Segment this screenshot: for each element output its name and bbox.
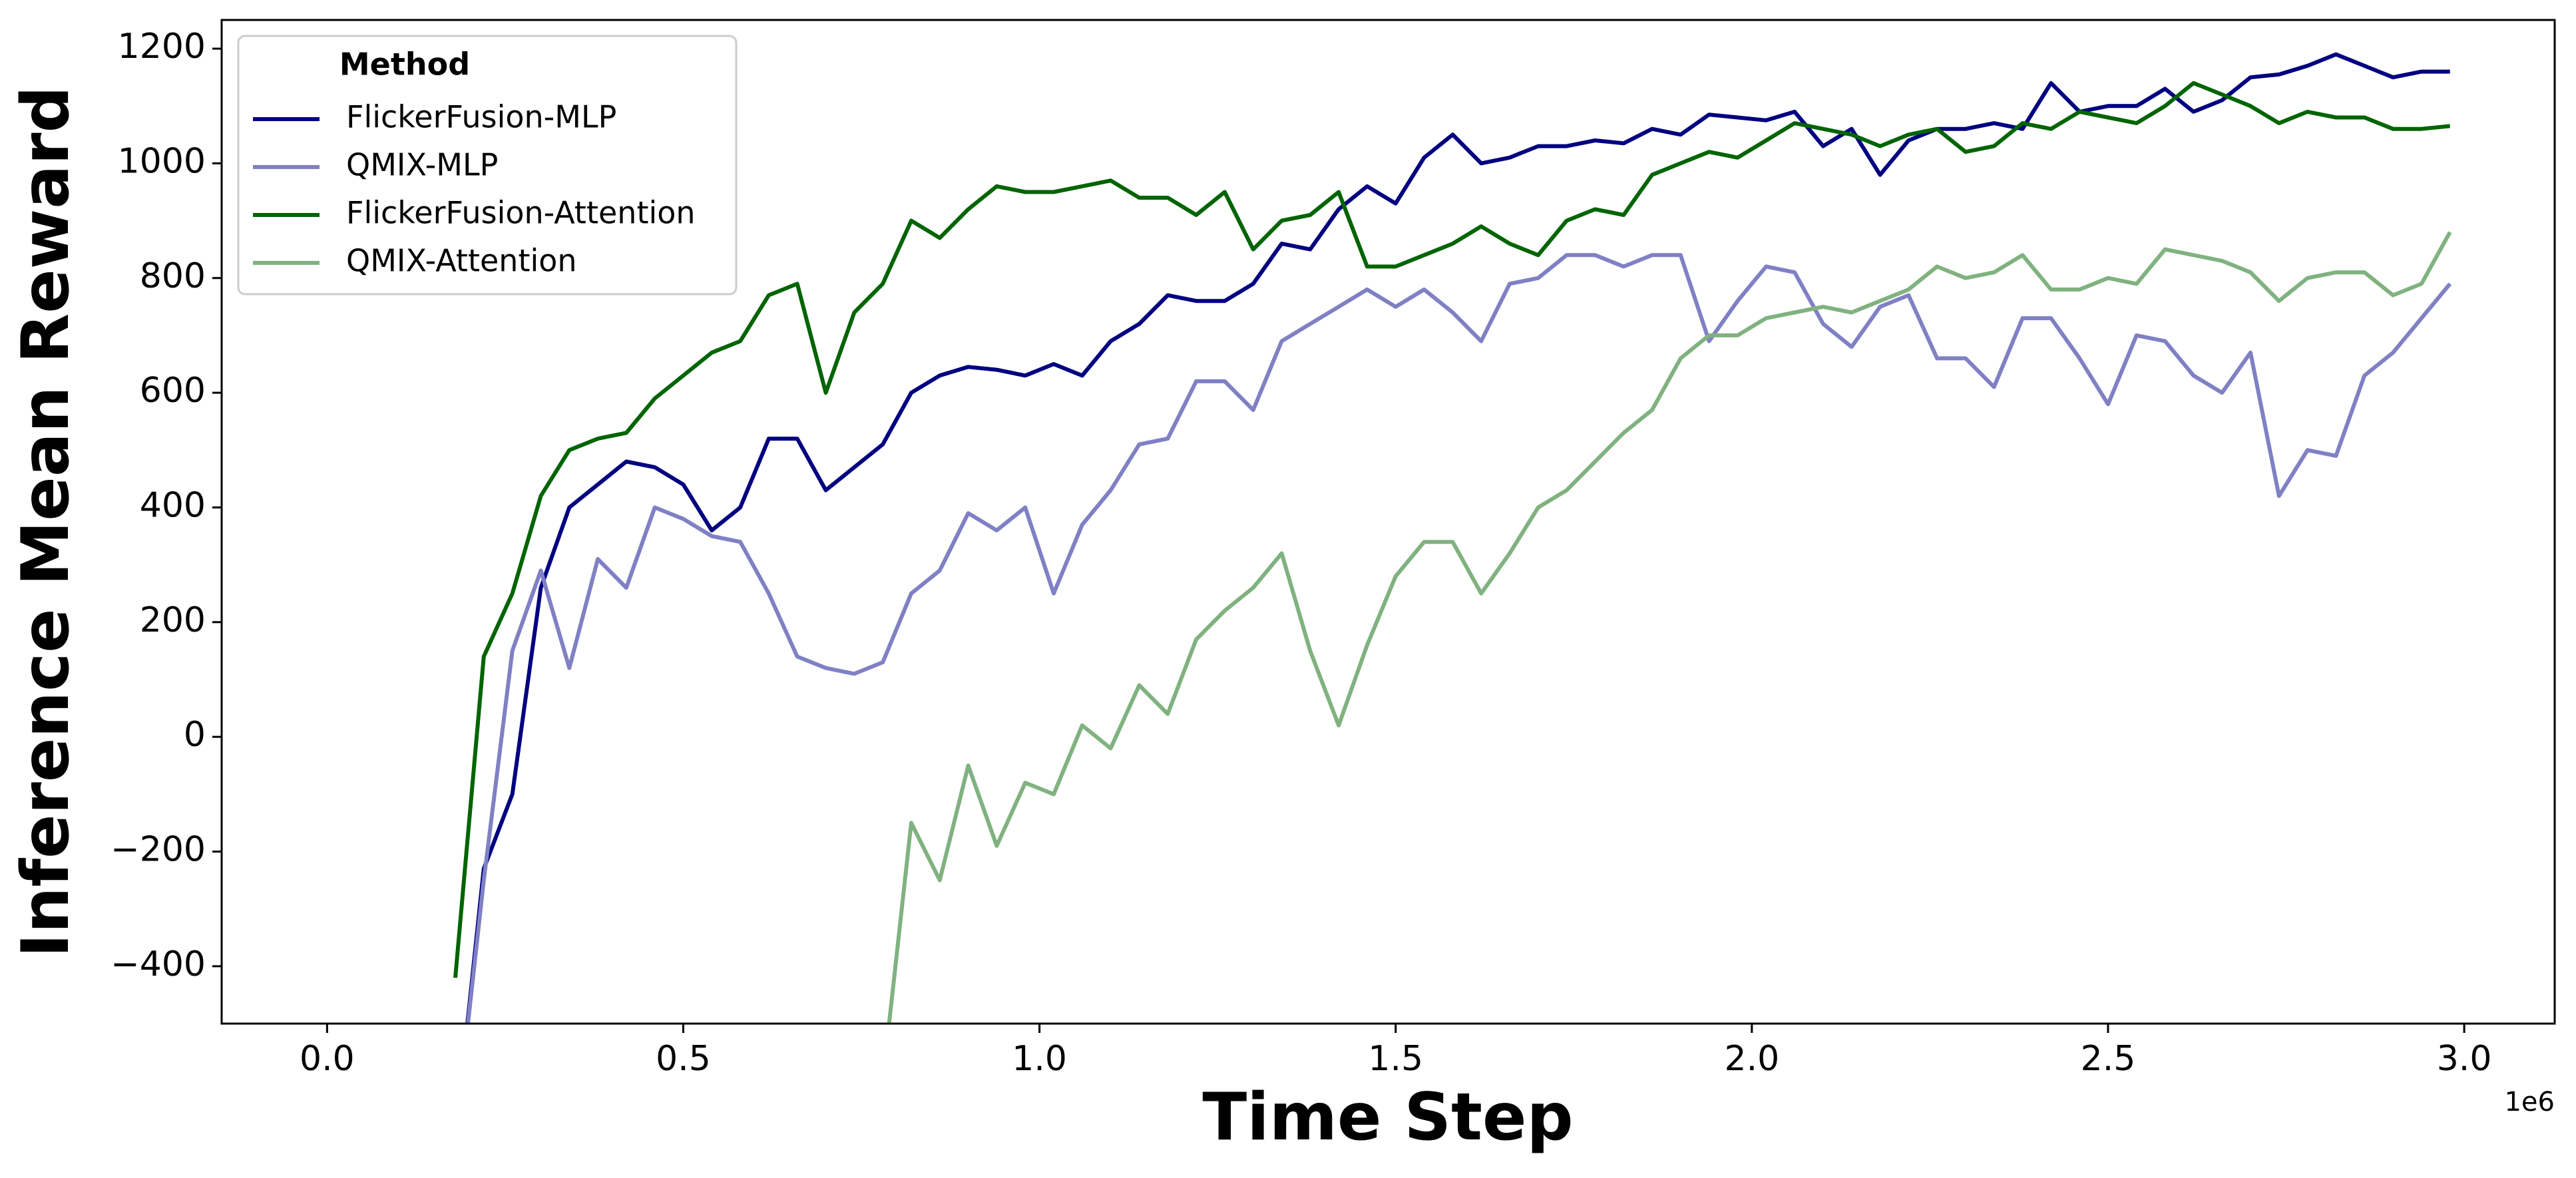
- y-tick-label: 400: [140, 485, 206, 525]
- legend-label: QMIX-Attention: [346, 243, 577, 279]
- y-tick-label: 1000: [118, 141, 206, 181]
- x-tick-label: 0.5: [656, 1039, 711, 1079]
- x-axis-title: Time Step: [1202, 1080, 1573, 1155]
- plot-lines: [453, 52, 2452, 1024]
- y-tick-label: 200: [140, 600, 206, 640]
- series-line: [466, 253, 2452, 1024]
- y-axis-title: Inference Mean Reward: [8, 86, 84, 958]
- series-line: [887, 231, 2452, 1024]
- y-tick-label: 1200: [118, 27, 206, 67]
- x-tick-label: 3.0: [2437, 1039, 2492, 1079]
- legend-box: [237, 35, 738, 295]
- series-line: [465, 52, 2450, 1024]
- legend-label: FlickerFusion-Attention: [346, 195, 696, 231]
- legend-title: Method: [339, 47, 470, 83]
- series-line: [453, 81, 2450, 978]
- x-tick-label: 2.5: [2081, 1039, 2136, 1079]
- x-tick-label: 1.5: [1368, 1039, 1423, 1079]
- y-tick-label: −400: [110, 944, 206, 984]
- legend-label: FlickerFusion-MLP: [346, 99, 616, 135]
- plot-frame: [220, 19, 2556, 1025]
- y-tick-label: 0: [184, 715, 206, 755]
- legend-label: QMIX-MLP: [346, 147, 498, 183]
- y-tick-label: 800: [140, 256, 206, 296]
- x-offset-text: 1e6: [2504, 1087, 2555, 1117]
- y-tick-label: 600: [140, 371, 206, 411]
- x-tick-label: 0.0: [300, 1039, 355, 1079]
- x-tick-label: 1.0: [1012, 1039, 1067, 1079]
- y-tick-label: −200: [110, 829, 206, 869]
- x-tick-label: 2.0: [1725, 1039, 1780, 1079]
